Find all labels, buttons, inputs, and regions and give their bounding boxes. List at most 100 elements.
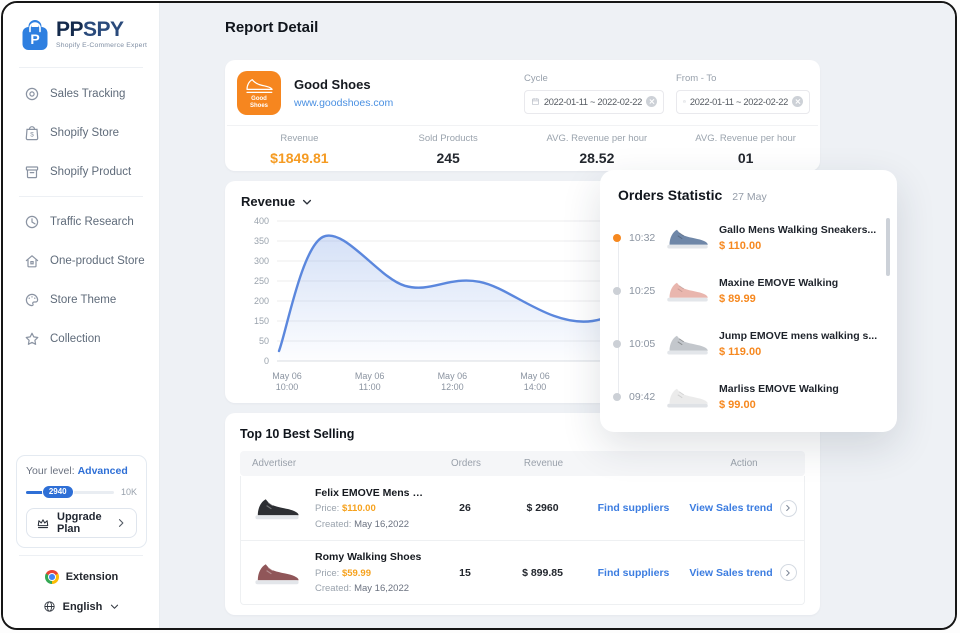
product-image — [255, 499, 299, 520]
divider — [19, 196, 143, 197]
svg-text:May 06: May 06 — [272, 371, 302, 381]
find-suppliers-link[interactable]: Find suppliers — [597, 566, 670, 579]
product-created-date: May 16,2022 — [354, 583, 410, 594]
chevron-right-icon — [786, 505, 790, 511]
svg-text:May 06: May 06 — [438, 371, 468, 381]
progress-max: 10K — [120, 487, 137, 497]
view-sales-trend-link[interactable]: View Sales trend — [689, 502, 773, 514]
clear-date-icon[interactable] — [646, 96, 657, 107]
chevron-down-icon — [111, 604, 119, 609]
orders-timeline: 10:32 Gallo Mens Walking Sneakers... $ 1… — [600, 209, 897, 423]
timeline-dot — [613, 286, 621, 295]
product-image — [667, 388, 708, 407]
sidebar-item-store-theme[interactable]: Store Theme — [3, 280, 159, 319]
product-price: $110.00 — [341, 503, 376, 514]
chevron-right-icon — [118, 519, 124, 527]
stat-revenue: Revenue $1849.81 — [270, 133, 329, 166]
stat-sold-products: Sold Products 245 — [418, 133, 478, 166]
svg-text:10:00: 10:00 — [276, 382, 299, 392]
product-price: $59.99 — [341, 567, 371, 579]
svg-text:$: $ — [30, 131, 34, 138]
timeline-dot — [613, 392, 621, 401]
orders-panel-date: 27 May — [732, 191, 767, 203]
svg-text:350: 350 — [254, 236, 269, 246]
main-content: Report Detail Good Shoes Good Shoes www.g… — [160, 3, 955, 628]
level-value: Advanced — [77, 465, 128, 477]
sidebar-item-shopify-store[interactable]: $ Shopify Store — [3, 113, 159, 152]
box-icon — [25, 165, 39, 178]
store-name: Good Shoes — [294, 77, 371, 92]
level-label: Your level: Advanced — [26, 465, 128, 477]
calendar-icon — [532, 98, 539, 105]
best-selling-card: Top 10 Best Selling Advertiser Orders Re… — [225, 413, 820, 615]
table-body: Felix EMOVE Mens Walking Sneakers Price:… — [240, 476, 805, 605]
timeline-dot — [613, 339, 621, 348]
home-icon — [25, 254, 39, 267]
view-sales-trend-link[interactable]: View Sales trend — [689, 566, 773, 579]
chevron-down-icon — [303, 199, 312, 205]
store-summary-card: Good Shoes Good Shoes www.goodshoes.com C… — [225, 60, 820, 171]
find-suppliers-link[interactable]: Find suppliers — [597, 502, 670, 514]
extension-link[interactable]: Extension — [3, 570, 160, 584]
svg-text:400: 400 — [254, 216, 269, 226]
crown-icon — [37, 519, 49, 529]
clear-date-icon[interactable] — [792, 96, 803, 107]
store-url-link[interactable]: www.goodshoes.com — [294, 97, 394, 109]
level-card: Your level: Advanced 2940 10K Upgrade Pl… — [16, 455, 147, 548]
svg-text:300: 300 — [254, 256, 269, 266]
clock-icon — [25, 215, 39, 228]
target-icon — [25, 87, 39, 100]
store-dollar-icon: $ — [25, 125, 39, 140]
chevron-right-icon — [786, 569, 790, 576]
svg-text:50: 50 — [259, 336, 269, 346]
product-image — [667, 229, 708, 248]
sidebar-item-shopify-product[interactable]: Shopify Product — [3, 152, 159, 191]
table-row: Felix EMOVE Mens Walking Sneakers Price:… — [241, 476, 804, 540]
svg-text:P: P — [30, 31, 39, 47]
orders-panel-title: Orders Statistic — [618, 187, 723, 203]
sidebar-item-sales-tracking[interactable]: Sales Tracking — [3, 74, 159, 113]
panel-scrollbar[interactable] — [886, 218, 890, 276]
brand-name: PPSPY — [56, 18, 124, 41]
divider — [19, 555, 143, 556]
store-avatar: Good Shoes — [237, 71, 281, 115]
sidebar-item-traffic-research[interactable]: Traffic Research — [3, 202, 159, 241]
shoe-icon — [246, 79, 273, 93]
product-image — [255, 563, 299, 584]
order-item[interactable]: 10:32 Gallo Mens Walking Sneakers... $ 1… — [600, 211, 897, 264]
from-to-label: From - To — [676, 72, 717, 84]
order-item[interactable]: 10:05 Jump EMOVE mens walking s... $ 119… — [600, 317, 897, 370]
sidebar: P PPSPY Shopify E-Commerce Expert Sales … — [3, 3, 160, 628]
brand-logo[interactable]: P PPSPY Shopify E-Commerce Expert — [21, 19, 159, 52]
svg-text:200: 200 — [254, 296, 269, 306]
divider — [227, 125, 818, 126]
timeline-line — [617, 241, 619, 397]
language-selector[interactable]: English — [3, 600, 160, 613]
orders-count: 26 — [459, 502, 471, 514]
revenue-value: $ 899.85 — [522, 566, 563, 579]
from-to-date-field[interactable]: 2022-01-11 ~ 2022-02-22 — [676, 89, 810, 114]
page-title: Report Detail — [225, 19, 319, 36]
sidebar-item-one-product-store[interactable]: One-product Store — [3, 241, 159, 280]
cycle-date-field[interactable]: 2022-01-11 ~ 2022-02-22 — [524, 89, 664, 114]
row-expand-button[interactable] — [779, 564, 797, 581]
stats-row: Revenue $1849.81 Sold Products 245 AVG. … — [225, 126, 820, 166]
timeline-dot-active — [613, 233, 621, 242]
order-item[interactable]: 10:25 Maxine EMOVE Walking $ 89.99 — [600, 264, 897, 317]
order-item[interactable]: 09:42 Marliss EMOVE Walking $ 99.00 — [600, 370, 897, 423]
revenue-metric-dropdown[interactable]: Revenue — [225, 181, 335, 209]
from-to-date-group: From - To 2022-01-11 ~ 2022-02-22 — [676, 73, 810, 114]
svg-text:250: 250 — [254, 276, 269, 286]
shopping-bag-logo-icon: P — [22, 20, 48, 50]
level-progress: 2940 10K — [26, 484, 137, 499]
sidebar-item-collection[interactable]: Collection — [3, 319, 159, 358]
calendar-icon — [683, 100, 686, 103]
cycle-date-group: Cycle 2022-01-11 ~ 2022-02-22 — [524, 73, 664, 114]
divider — [19, 67, 143, 68]
best-selling-title: Top 10 Best Selling — [240, 427, 355, 441]
row-expand-button[interactable] — [779, 499, 797, 517]
upgrade-plan-button[interactable]: Upgrade Plan — [26, 508, 137, 538]
product-image — [667, 335, 708, 354]
stat-avg-revenue-per-hour: AVG. Revenue per hour 28.52 — [546, 133, 648, 166]
